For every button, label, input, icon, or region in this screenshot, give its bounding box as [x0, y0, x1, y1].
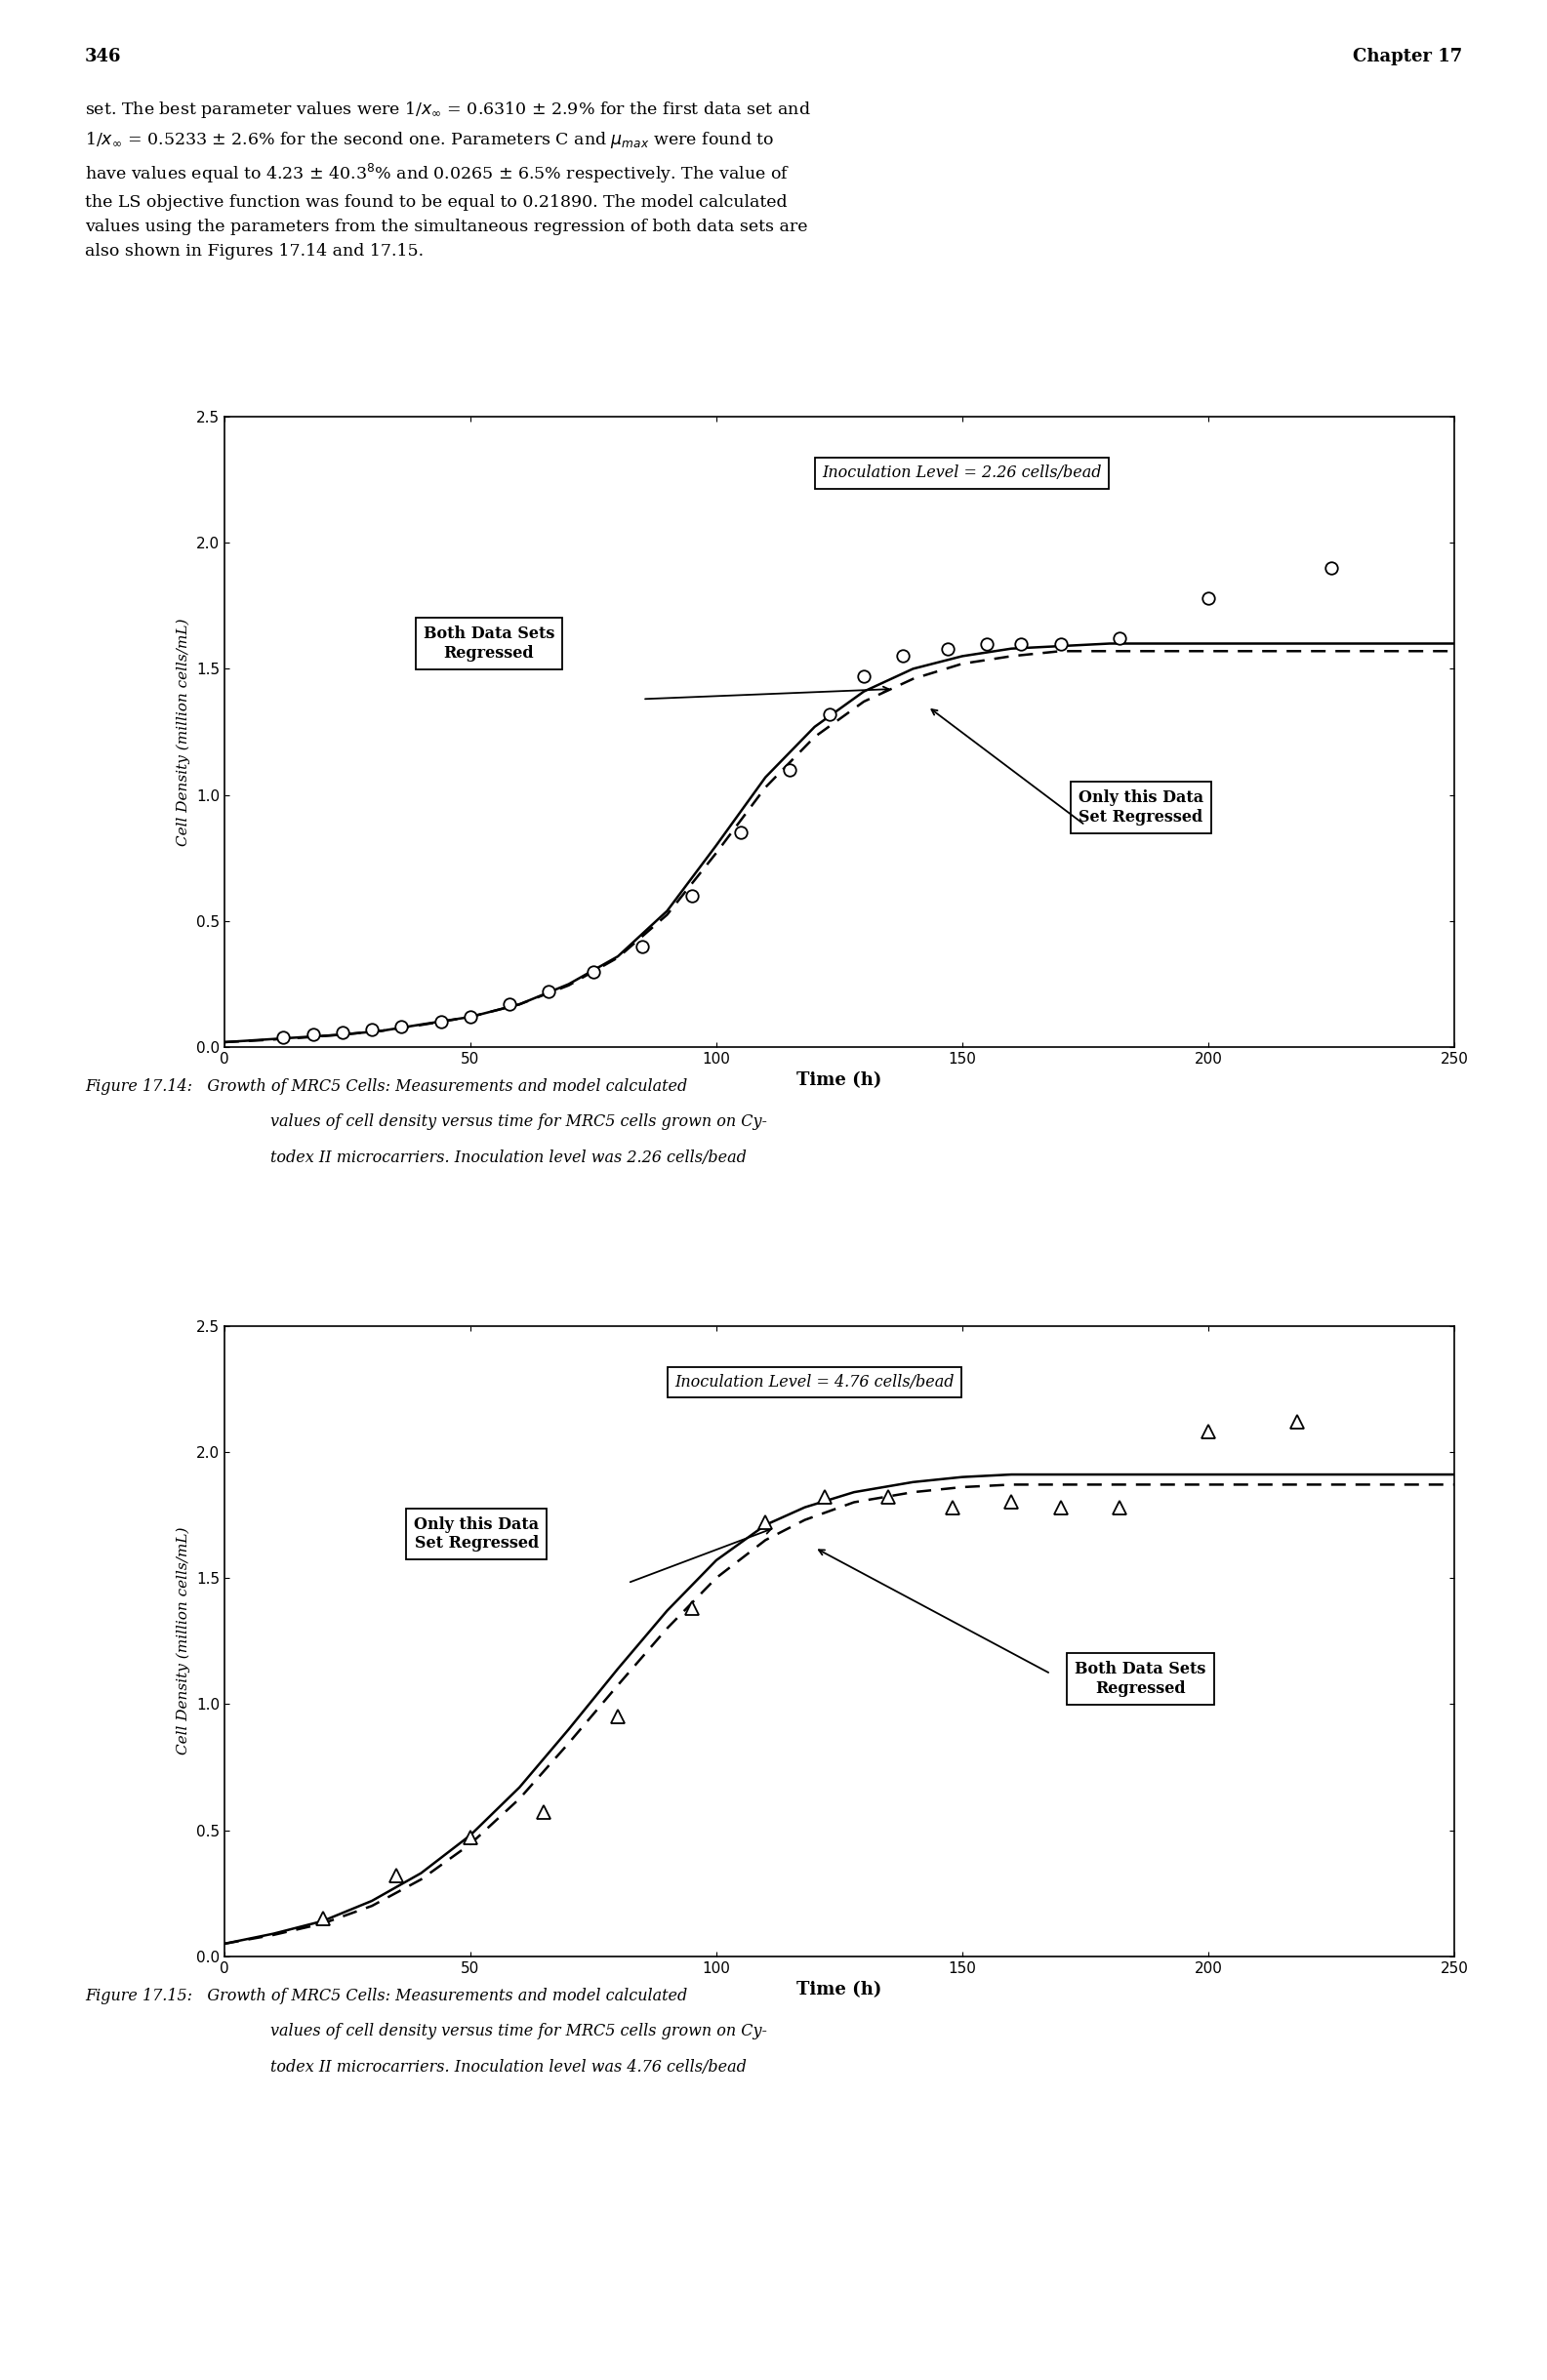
- Text: Inoculation Level = 4.76 cells/bead: Inoculation Level = 4.76 cells/bead: [674, 1373, 954, 1390]
- Text: set. The best parameter values were 1/$x_\infty$ = 0.6310 $\pm$ 2.9% for the fir: set. The best parameter values were 1/$x…: [85, 100, 811, 259]
- Text: Inoculation Level = 2.26 cells/bead: Inoculation Level = 2.26 cells/bead: [823, 464, 1101, 481]
- Text: Both Data Sets
Regressed: Both Data Sets Regressed: [424, 626, 554, 662]
- X-axis label: Time (h): Time (h): [797, 1980, 882, 1999]
- Text: Both Data Sets
Regressed: Both Data Sets Regressed: [1075, 1661, 1207, 1697]
- Y-axis label: Cell Density (million cells/mL): Cell Density (million cells/mL): [176, 1528, 190, 1754]
- Text: Figure 17.14:   Growth of MRC5 Cells: Measurements and model calculated: Figure 17.14: Growth of MRC5 Cells: Meas…: [85, 1078, 687, 1095]
- Text: values of cell density versus time for MRC5 cells grown on Cy-: values of cell density versus time for M…: [271, 1114, 767, 1130]
- X-axis label: Time (h): Time (h): [797, 1071, 882, 1090]
- Y-axis label: Cell Density (million cells/mL): Cell Density (million cells/mL): [176, 619, 190, 845]
- Text: values of cell density versus time for MRC5 cells grown on Cy-: values of cell density versus time for M…: [271, 2023, 767, 2040]
- Text: Figure 17.15:   Growth of MRC5 Cells: Measurements and model calculated: Figure 17.15: Growth of MRC5 Cells: Meas…: [85, 1987, 687, 2004]
- Text: todex II microcarriers. Inoculation level was 4.76 cells/bead: todex II microcarriers. Inoculation leve…: [271, 2059, 747, 2075]
- Text: Only this Data
Set Regressed: Only this Data Set Regressed: [415, 1516, 538, 1552]
- Text: Chapter 17: Chapter 17: [1352, 48, 1462, 64]
- Text: todex II microcarriers. Inoculation level was 2.26 cells/bead: todex II microcarriers. Inoculation leve…: [271, 1150, 747, 1166]
- Text: 346: 346: [85, 48, 122, 64]
- Text: Only this Data
Set Regressed: Only this Data Set Regressed: [1078, 790, 1204, 826]
